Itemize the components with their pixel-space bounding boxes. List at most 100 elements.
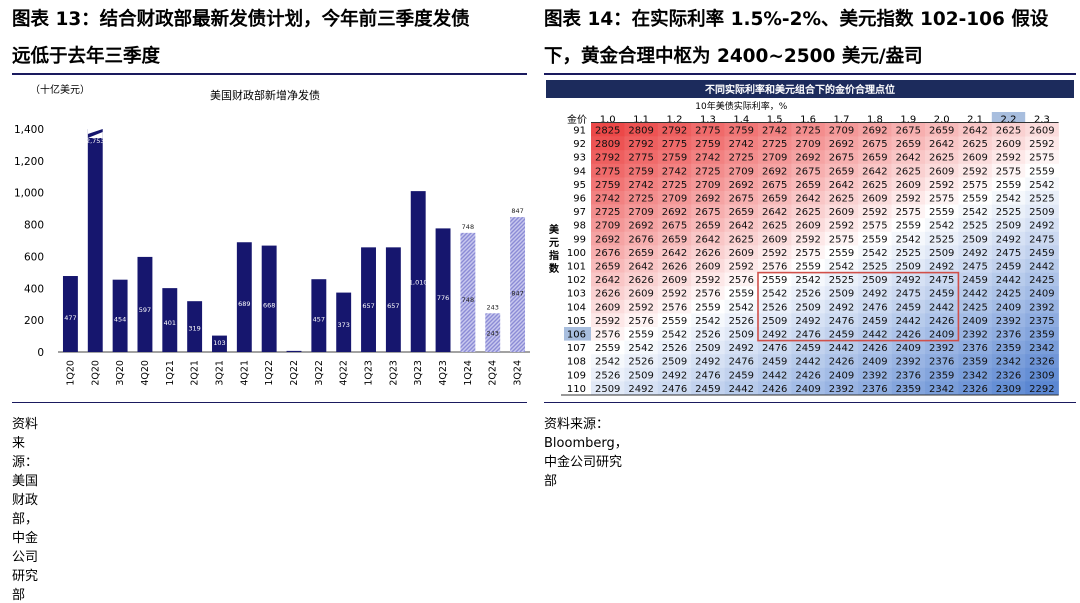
heatmap-cell: [991, 231, 1026, 246]
bar-data-label: 776: [437, 294, 449, 302]
y-tick-label: 1,200: [14, 156, 44, 168]
heatmap-cell: [758, 286, 792, 301]
heatmap-cell: [824, 150, 859, 165]
heatmap-value: 2542: [762, 289, 787, 300]
heatmap-value: 2575: [795, 248, 820, 259]
heatmap-value: 2492: [729, 343, 754, 354]
heatmap-cell: [758, 327, 792, 341]
bar-top-label: 243: [487, 303, 499, 311]
heatmap-value: 2725: [628, 194, 653, 205]
heatmap-cell: [691, 313, 725, 328]
heatmap-value: 2542: [695, 316, 720, 327]
heatmap-cell: [891, 367, 926, 382]
heatmap-cell: [991, 150, 1026, 165]
heatmap-cell: [758, 218, 792, 233]
y-header-highlight: [564, 327, 591, 341]
heatmap-cell: [824, 327, 859, 341]
y-tick-label: 600: [24, 251, 44, 263]
corner-label: 金价: [567, 113, 587, 126]
x-tick-label: 2Q23: [388, 360, 399, 386]
heatmap-cell: [925, 313, 959, 328]
heatmap-cell: [791, 327, 826, 341]
heatmap-value: 2509: [896, 262, 921, 273]
heatmap-value: 2692: [595, 234, 620, 245]
heatmap-value: 2609: [929, 166, 954, 177]
heatmap-cell: [791, 313, 826, 328]
heatmap-value: 2509: [795, 302, 820, 313]
heatmap-cell: [657, 231, 692, 246]
heatmap-value: 2659: [662, 234, 687, 245]
heatmap-cell: [891, 136, 926, 151]
heatmap-cell: [791, 340, 826, 355]
heatmap-cell: [791, 191, 826, 205]
x-tick-label: 1.7: [834, 115, 850, 126]
heatmap-value: 2492: [996, 234, 1021, 245]
heatmap-cell: [824, 191, 859, 205]
heatmap-value: 2392: [896, 357, 921, 368]
y-tick-label: 1,400: [14, 124, 44, 136]
heatmap-cell: [691, 299, 725, 314]
heatmap-cell: [758, 136, 792, 151]
heatmap-cell: [925, 381, 959, 396]
heatmap-value: 2659: [795, 180, 820, 191]
heatmap-value: 2376: [996, 330, 1021, 341]
heatmap-value: 2642: [729, 221, 754, 232]
bar: [87, 129, 103, 352]
heatmap-value: 2775: [695, 126, 720, 137]
heatmap-value: 2742: [762, 126, 787, 137]
heatmap-cell: [591, 259, 625, 273]
y-tick-label: 109: [567, 370, 586, 381]
bar: [361, 247, 376, 352]
heatmap-cell: [858, 245, 892, 260]
heatmap-value: 2475: [996, 248, 1021, 259]
heatmap-cell: [991, 191, 1026, 205]
bar-data-label: 657: [387, 302, 399, 310]
heatmap-value: 2392: [962, 330, 987, 341]
right-title-line2: 下，黄金合理中枢为 2400~2500 美元/盎司: [544, 46, 923, 67]
heatmap-cell: [891, 381, 926, 396]
heatmap-value: 2426: [795, 370, 820, 381]
heatmap-value: 2509: [662, 357, 687, 368]
heatmap-cell: [991, 327, 1026, 341]
heatmap-cell: [824, 272, 859, 287]
heatmap-cell: [824, 367, 859, 382]
heatmap-cell: [958, 299, 993, 314]
heatmap-value: 2575: [929, 194, 954, 205]
left-source: 资料来源：美国财政部，中金公司研究部: [12, 417, 39, 603]
x-tick-label: 2Q20: [90, 360, 101, 386]
heatmap-value: 2509: [962, 234, 987, 245]
heatmap-cell: [657, 123, 692, 137]
heatmap-cell: [1025, 313, 1059, 328]
heatmap-cell: [657, 218, 692, 233]
heatmap-value: 2759: [729, 126, 754, 137]
heatmap-value: 2459: [695, 384, 720, 395]
y-tick-label: 800: [24, 220, 44, 232]
heatmap-value: 2375: [1029, 316, 1054, 327]
heatmap-value: 2459: [762, 357, 787, 368]
heatmap-title: 不同实际利率和美元组合下的金价合理点位: [705, 83, 895, 96]
heatmap-value: 2742: [729, 139, 754, 150]
heatmap-cell: [791, 259, 826, 273]
heatmap-value: 2326: [996, 370, 1021, 381]
heatmap-cell: [591, 204, 625, 219]
heatmap-value: 2592: [829, 221, 854, 232]
heatmap-cell: [791, 123, 826, 137]
heatmap-cell: [657, 163, 692, 178]
heatmap-value: 2509: [996, 221, 1021, 232]
heatmap-value: 2659: [929, 126, 954, 137]
heatmap-cell: [724, 340, 759, 355]
heatmap-cell: [657, 381, 692, 396]
heatmap-value: 2442: [762, 370, 787, 381]
heatmap-value: 2692: [862, 126, 887, 137]
heatmap-header-bar: [546, 80, 1074, 98]
y-tick-label: 99: [573, 234, 586, 245]
heatmap-value: 2759: [628, 166, 653, 177]
heatmap-value: 2409: [896, 343, 921, 354]
heatmap-cell: [691, 163, 725, 178]
x-tick-label: 1.9: [900, 115, 916, 126]
y-tick-label: 96: [573, 194, 586, 205]
heatmap-cell: [1025, 191, 1059, 205]
heatmap-value: 2542: [896, 234, 921, 245]
heatmap-value: 2642: [896, 153, 921, 164]
heatmap-cell: [657, 367, 692, 382]
